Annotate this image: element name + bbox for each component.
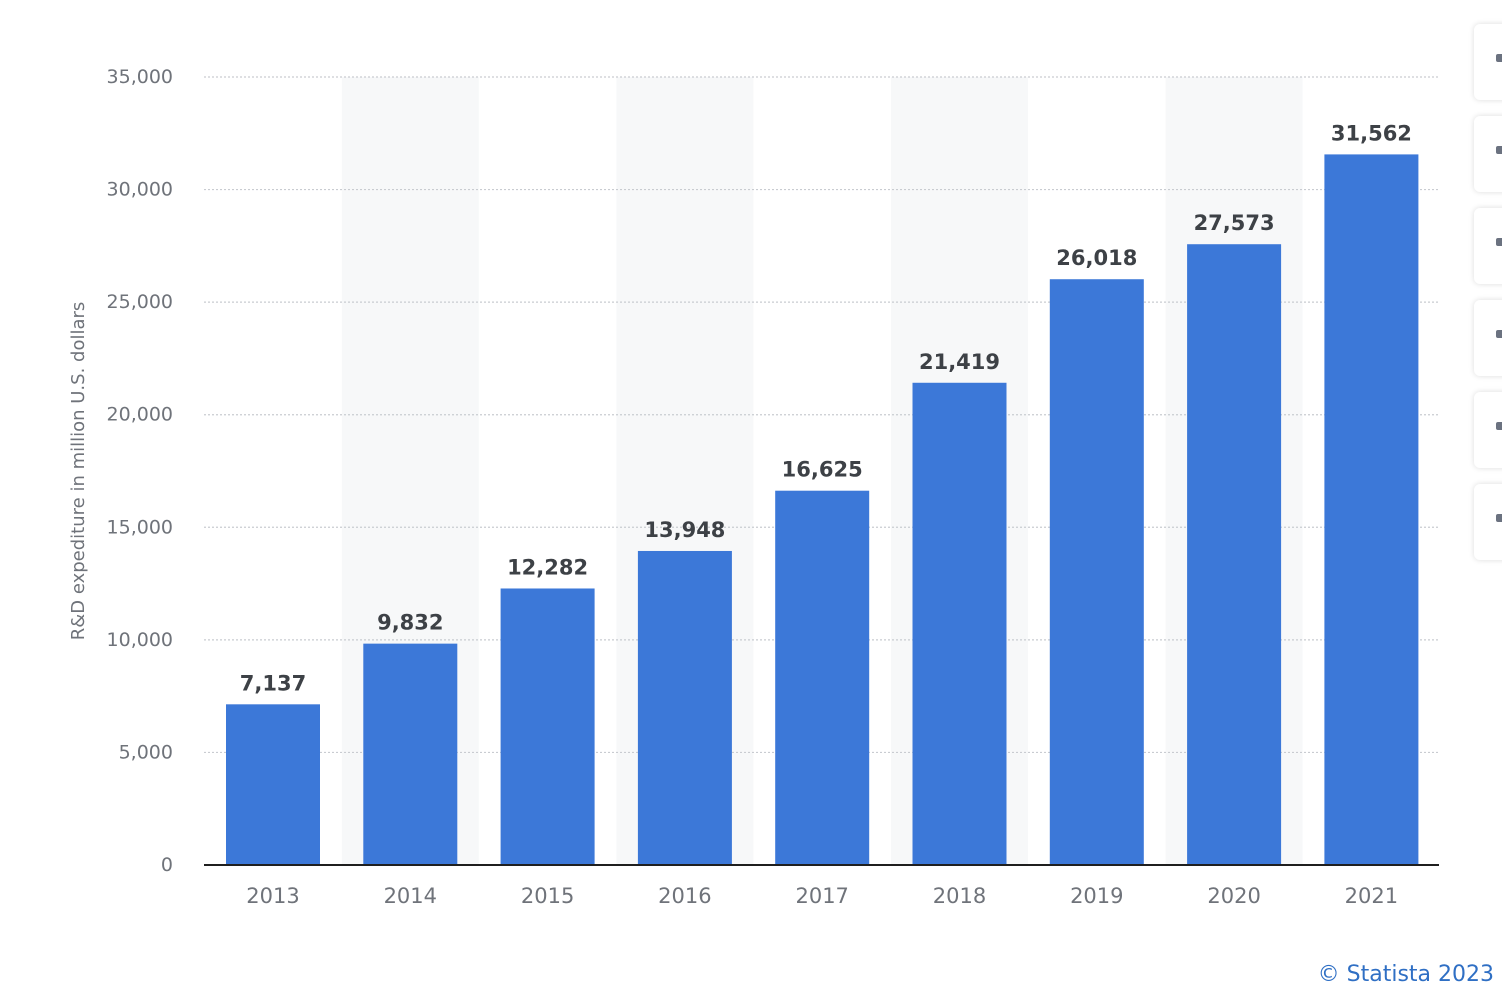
x-tick-label-2017: 2017: [795, 884, 848, 908]
value-label-2016: 13,948: [644, 518, 725, 542]
x-tick-label-2014: 2014: [384, 884, 437, 908]
favorite-icon: [1496, 146, 1502, 154]
print-button[interactable]: [1474, 484, 1502, 560]
y-tick-label: 25,000: [107, 291, 173, 313]
value-label-2017: 16,625: [782, 458, 863, 482]
settings-icon: [1496, 330, 1502, 338]
bar-2017[interactable]: [775, 490, 870, 865]
y-tick-label: 20,000: [107, 404, 173, 426]
notification-button[interactable]: [1474, 24, 1502, 100]
bars: [226, 154, 1419, 865]
y-axis-ticks: 0 5,000 10,000 15,000 20,000 25,000 30,000 35,0…: [107, 66, 173, 876]
download-button[interactable]: [1474, 208, 1502, 284]
value-labels: 7,137 9,832 12,282 13,948 16,625 21,419 26,018…: [240, 121, 1412, 695]
favorite-button[interactable]: [1474, 116, 1502, 192]
y-tick-label: 5,000: [119, 741, 173, 763]
statista-credit-link[interactable]: © Statista 2023: [1317, 962, 1494, 987]
x-tick-label-2019: 2019: [1070, 884, 1123, 908]
bar-2019[interactable]: [1049, 279, 1144, 865]
bar-2018[interactable]: [912, 382, 1007, 865]
y-tick-label: 30,000: [107, 179, 173, 201]
value-label-2021: 31,562: [1331, 121, 1412, 145]
bar-2013[interactable]: [226, 704, 320, 865]
x-tick-label-2013: 2013: [246, 884, 299, 908]
bar-2020[interactable]: [1187, 244, 1282, 865]
value-label-2013: 7,137: [240, 671, 306, 695]
settings-button[interactable]: [1474, 300, 1502, 376]
value-label-2015: 12,282: [507, 555, 588, 579]
x-tick-label-2015: 2015: [521, 884, 574, 908]
bar-2015[interactable]: [500, 588, 595, 865]
y-tick-label: 35,000: [107, 66, 173, 88]
x-tick-label-2021: 2021: [1345, 884, 1398, 908]
share-icon: [1496, 422, 1502, 430]
bar-2016[interactable]: [637, 550, 732, 865]
bar-2021[interactable]: [1324, 154, 1419, 865]
y-tick-label: 15,000: [107, 516, 173, 538]
x-tick-label-2020: 2020: [1207, 884, 1260, 908]
value-label-2020: 27,573: [1194, 211, 1275, 235]
notification-icon: [1496, 54, 1502, 62]
value-label-2018: 21,419: [919, 350, 1000, 374]
print-icon: [1496, 514, 1502, 522]
x-axis-ticks: 2013 2014 2015 2016 2017 2018 2019 2020 2021: [246, 884, 1398, 908]
y-tick-label: 0: [161, 854, 173, 876]
value-label-2019: 26,018: [1056, 246, 1137, 270]
download-icon: [1496, 238, 1502, 246]
share-button[interactable]: [1474, 392, 1502, 468]
x-tick-label-2018: 2018: [933, 884, 986, 908]
value-label-2014: 9,832: [377, 611, 443, 635]
x-tick-label-2016: 2016: [658, 884, 711, 908]
y-axis-label: R&D expediture in million U.S. dollars: [68, 302, 89, 641]
y-tick-label: 10,000: [107, 629, 173, 651]
bar-2014[interactable]: [363, 643, 458, 865]
